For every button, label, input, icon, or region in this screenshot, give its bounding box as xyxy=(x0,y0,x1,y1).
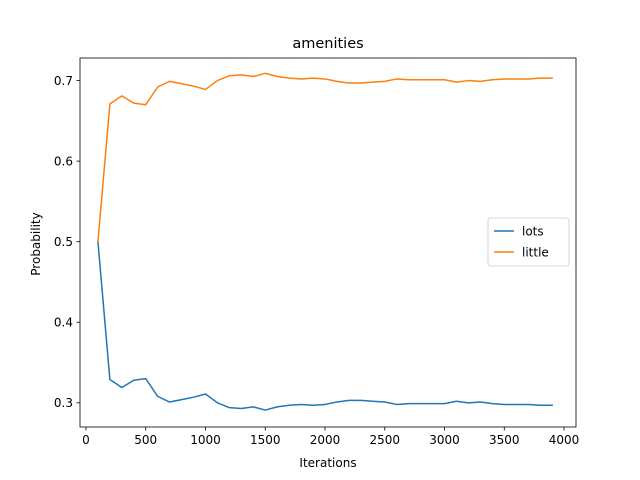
y-axis-label: Probability xyxy=(29,212,43,275)
y-tick-label: 0.3 xyxy=(54,396,73,410)
series-line-lots xyxy=(97,240,553,411)
y-tick-label: 0.5 xyxy=(54,235,73,249)
x-tick-label: 2500 xyxy=(369,433,400,447)
series-line-little xyxy=(97,72,553,243)
plot-frame xyxy=(79,57,577,428)
axes: 0 500 1000 1500 2000 2500 3000 3500 4000 0.3 0.4 0.… xyxy=(54,57,580,447)
x-tick-label: 1500 xyxy=(250,433,281,447)
x-tick-label: 1000 xyxy=(190,433,221,447)
x-tick-label: 3500 xyxy=(489,433,520,447)
legend-label-little: little xyxy=(522,245,549,259)
legend: lots little xyxy=(487,217,570,267)
x-tick-label: 500 xyxy=(134,433,157,447)
y-tick-label: 0.4 xyxy=(54,316,73,330)
x-tick-label: 2000 xyxy=(310,433,341,447)
x-tick-label: 0 xyxy=(82,433,90,447)
legend-label-lots: lots xyxy=(522,224,544,238)
y-tick-label: 0.6 xyxy=(54,154,73,168)
x-tick-label: 4000 xyxy=(549,433,580,447)
plot-area xyxy=(97,72,553,411)
y-tick-label: 0.7 xyxy=(54,74,73,88)
chart-title: amenities xyxy=(292,36,363,52)
x-tick-label: 3000 xyxy=(429,433,460,447)
x-axis-label: Iterations xyxy=(299,456,356,470)
legend-box xyxy=(487,217,570,267)
